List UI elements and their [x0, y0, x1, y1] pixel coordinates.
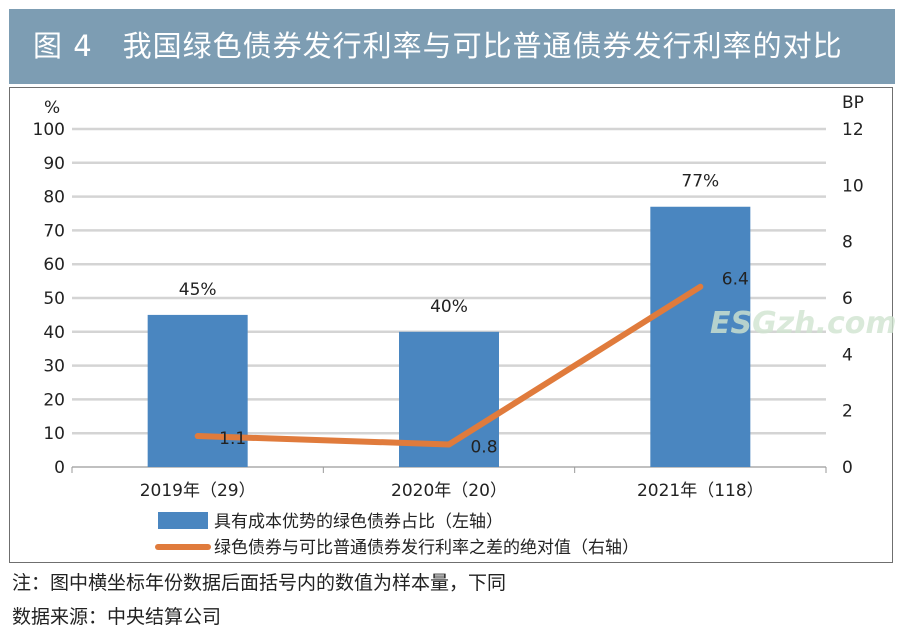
- bar-label-1: 40%: [430, 297, 468, 317]
- y-left-tick-20: 20: [43, 390, 65, 410]
- title-bar: 图 4 我国绿色债券发行利率与可比普通债券发行利率的对比: [9, 9, 895, 84]
- chart-title: 图 4 我国绿色债券发行利率与可比普通债券发行利率的对比: [33, 29, 843, 63]
- y-left-tick-70: 70: [43, 221, 65, 241]
- y-right-tick-8: 8: [842, 233, 853, 253]
- line-label-0: 1.1: [219, 429, 246, 449]
- watermark: ESGzh.com: [710, 306, 897, 341]
- legend-label-line: 绿色债券与可比普通债券发行利率之差的绝对值（右轴）: [214, 538, 639, 558]
- y-left-tick-30: 30: [43, 357, 65, 377]
- y-right-tick-0: 0: [842, 458, 853, 478]
- y-right-tick-10: 10: [842, 176, 864, 196]
- line-label-2: 6.4: [722, 270, 749, 290]
- x-category-label-0: 2019年（29）: [140, 481, 256, 501]
- note-sample-size: 注：图中横坐标年份数据后面括号内的数值为样本量，下同: [12, 572, 507, 594]
- legend-label-bar: 具有成本优势的绿色债券占比（左轴）: [214, 512, 503, 532]
- y-left-tick-80: 80: [43, 188, 65, 208]
- bar-label-0: 45%: [179, 280, 217, 300]
- legend-swatch-bar: [158, 512, 208, 529]
- y-left-tick-0: 0: [54, 458, 65, 478]
- y-left-tick-10: 10: [43, 424, 65, 444]
- bar-2: [650, 206, 751, 468]
- x-category-label-2: 2021年（118）: [637, 481, 764, 501]
- x-category-label-1: 2020年（20）: [391, 481, 507, 501]
- line-label-1: 0.8: [470, 437, 497, 457]
- y-right-tick-6: 6: [842, 289, 853, 309]
- y-left-tick-60: 60: [43, 255, 65, 275]
- bar-label-2: 77%: [681, 172, 719, 192]
- y-right-unit: BP: [842, 93, 864, 113]
- y-left-tick-100: 100: [33, 120, 65, 140]
- y-right-tick-4: 4: [842, 345, 853, 365]
- y-left-tick-40: 40: [43, 323, 65, 343]
- y-left-tick-50: 50: [43, 289, 65, 309]
- y-left-tick-90: 90: [43, 154, 65, 174]
- y-right-tick-2: 2: [842, 402, 853, 422]
- note-data-source: 数据来源：中央结算公司: [12, 606, 222, 628]
- line-series: [194, 283, 704, 448]
- y-right-tick-12: 12: [842, 120, 864, 140]
- y-left-unit: %: [44, 98, 60, 118]
- bar-0: [147, 314, 248, 467]
